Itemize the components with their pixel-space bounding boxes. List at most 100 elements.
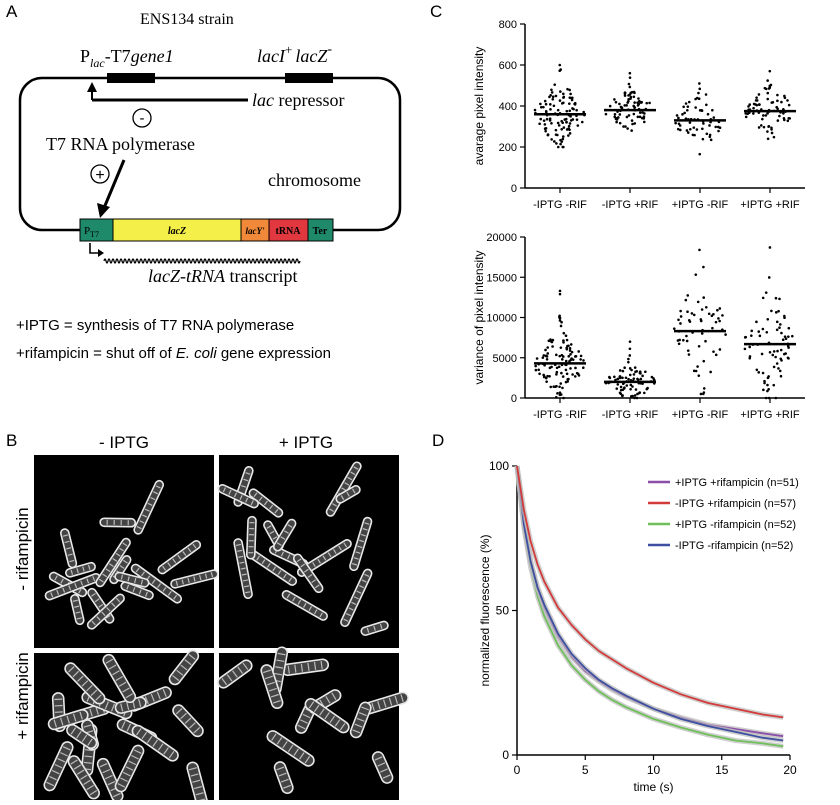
data-point: [717, 317, 720, 320]
data-point: [556, 371, 559, 374]
data-point: [551, 91, 554, 94]
data-point: [633, 397, 636, 400]
data-point: [619, 369, 622, 372]
data-point: [582, 366, 585, 369]
data-point: [645, 388, 648, 391]
legend-label: +IPTG -rifampicin (n=52): [675, 519, 796, 531]
data-point: [627, 98, 630, 101]
data-point: [757, 371, 760, 374]
data-point: [616, 383, 619, 386]
ter-box-label: Ter: [313, 226, 328, 237]
data-point: [752, 112, 755, 115]
data-point: [697, 374, 700, 377]
data-point: [749, 355, 752, 358]
data-point: [698, 82, 701, 85]
x-tick-label: 10: [647, 763, 661, 777]
y-tick-label: 400: [499, 101, 517, 113]
data-point: [548, 375, 551, 378]
data-point: [630, 96, 633, 99]
data-point: [765, 114, 768, 117]
data-point: [688, 353, 691, 356]
y-tick-label: 800: [499, 19, 517, 31]
data-point: [786, 99, 789, 102]
data-point: [574, 355, 577, 358]
promoter-arrowhead: [87, 82, 97, 92]
data-point: [628, 83, 631, 86]
x-tick-label: 5: [582, 763, 589, 777]
data-point: [555, 95, 558, 98]
data-point: [549, 108, 552, 111]
data-point: [689, 128, 692, 131]
row-label-plus-rifampicin: + rifampicin: [13, 652, 32, 739]
data-point: [772, 101, 775, 104]
data-point: [689, 121, 692, 124]
data-point: [776, 94, 779, 97]
data-point: [545, 380, 548, 383]
legend-label: -IPTG +rifampicin (n=57): [675, 498, 796, 510]
data-point: [629, 340, 632, 343]
col-label-plus-iptg: + IPTG: [279, 433, 333, 452]
data-point: [556, 134, 559, 137]
data-point: [711, 327, 714, 330]
x-tick-label: +IPTG +RIF: [740, 409, 800, 421]
data-point: [637, 116, 640, 119]
data-point: [718, 320, 721, 323]
data-point: [780, 375, 783, 378]
data-point: [621, 376, 624, 379]
data-point: [547, 134, 550, 137]
data-point: [613, 98, 616, 101]
data-point: [557, 146, 560, 149]
data-point: [702, 296, 705, 299]
data-point: [536, 357, 539, 360]
data-point: [780, 101, 783, 104]
data-point: [770, 84, 773, 87]
data-point: [766, 92, 769, 95]
data-point: [566, 345, 569, 348]
data-point: [565, 334, 568, 337]
data-point: [582, 359, 585, 362]
y-tick-label: 0: [511, 393, 517, 405]
data-point: [768, 397, 771, 400]
data-point: [633, 95, 636, 98]
data-point: [701, 127, 704, 130]
data-point: [641, 111, 644, 114]
data-point: [784, 352, 787, 355]
data-point: [700, 318, 703, 321]
data-point: [626, 127, 629, 130]
data-point: [698, 345, 701, 348]
data-point: [544, 130, 547, 133]
data-point: [559, 382, 562, 385]
data-point: [559, 319, 562, 322]
data-point: [639, 111, 642, 114]
data-point: [778, 326, 781, 329]
data-point: [566, 372, 569, 375]
data-point: [614, 113, 617, 116]
data-point: [770, 128, 773, 131]
data-point: [695, 370, 698, 373]
data-point: [705, 306, 708, 309]
panel-a-title: ENS134 strain: [140, 11, 234, 28]
data-point: [572, 108, 575, 111]
data-point: [623, 386, 626, 389]
data-point: [780, 349, 783, 352]
lacy-box-label: lacY': [246, 226, 265, 236]
t7-gene1-mark: [107, 73, 155, 83]
data-point: [744, 336, 747, 339]
data-point: [716, 309, 719, 312]
data-point: [559, 90, 562, 93]
data-point: [562, 93, 565, 96]
data-point: [788, 117, 791, 120]
data-point: [776, 328, 779, 331]
data-point: [773, 350, 776, 353]
data-point: [561, 387, 564, 390]
data-point: [545, 110, 548, 113]
data-point: [553, 140, 556, 143]
data-point: [553, 104, 556, 107]
panel-a: A ENS134 strain Plac-T7gene1 lacI+lacZ- …: [6, 2, 400, 362]
data-point: [615, 121, 618, 124]
data-point: [685, 335, 688, 338]
data-point: [549, 103, 552, 106]
data-point: [648, 102, 651, 105]
